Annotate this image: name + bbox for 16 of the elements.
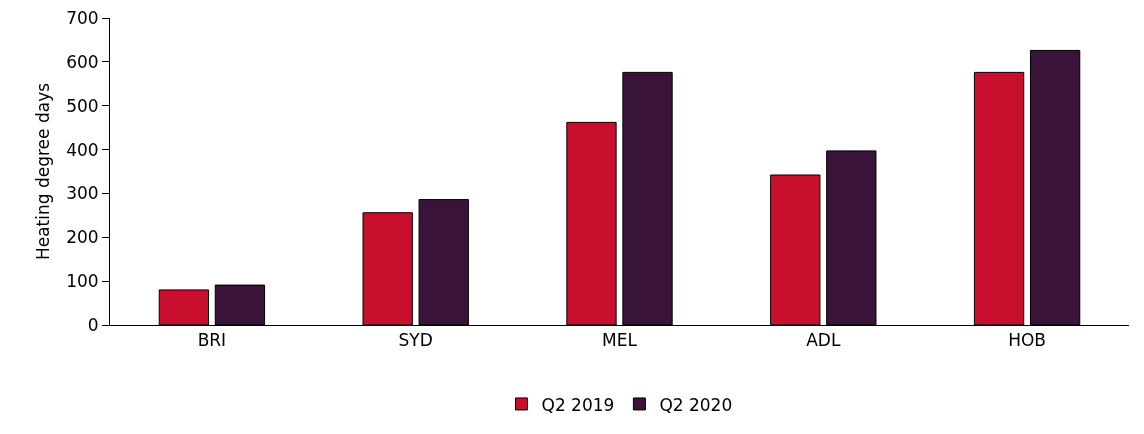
y-tick-label: 600 <box>66 51 99 72</box>
y-tick-label: 400 <box>66 139 99 160</box>
x-tick-label: BRI <box>197 330 227 351</box>
y-axis-title: Heating degree days <box>32 82 53 261</box>
x-tick-label: HOB <box>1008 330 1047 351</box>
y-tick-label: 500 <box>66 95 99 116</box>
legend-label: Q2 2020 <box>659 394 733 415</box>
legend-label: Q2 2019 <box>541 394 615 415</box>
y-tick-label: 200 <box>66 227 99 248</box>
x-tick-label: ADL <box>806 330 841 351</box>
y-tick-label: 100 <box>66 271 99 292</box>
y-tick-label: 300 <box>66 183 99 204</box>
x-tick-label: SYD <box>398 330 433 351</box>
y-tick-label: 700 <box>66 7 99 28</box>
x-tick-label: MEL <box>602 330 638 351</box>
y-tick-label: 0 <box>87 314 99 335</box>
